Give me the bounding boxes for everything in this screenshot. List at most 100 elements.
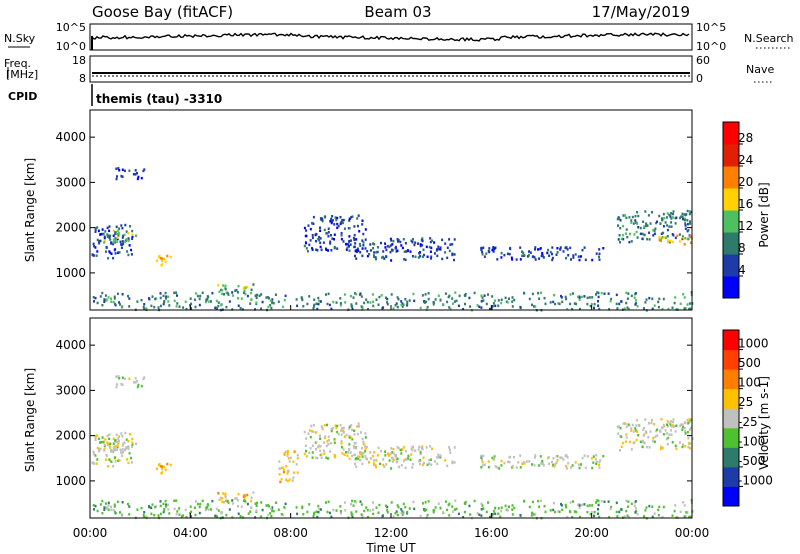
range-gate-cell (370, 457, 372, 460)
range-gate-cell (364, 247, 367, 250)
range-gate-cell (157, 306, 160, 309)
range-gate-cell (323, 436, 326, 440)
range-gate-cell (354, 462, 356, 466)
range-gate-cell (591, 258, 594, 262)
range-gate-cell (316, 307, 319, 311)
range-gate-cell (633, 233, 636, 236)
range-gate-cell (528, 460, 531, 463)
range-gate-cell (327, 457, 329, 460)
range-gate-cell (340, 221, 343, 224)
range-gate-cell (339, 505, 342, 508)
range-gate-cell (361, 223, 364, 226)
range-gate-cell (175, 305, 178, 308)
range-gate-cell (636, 236, 639, 239)
range-gate-cell (114, 510, 116, 514)
range-gate-cell (356, 250, 359, 254)
range-gate-cell (503, 461, 506, 465)
range-gate-cell (308, 243, 311, 247)
range-gate-cell (384, 296, 387, 299)
range-gate-cell (689, 307, 692, 310)
range-gate-cell (396, 457, 399, 460)
range-gate-cell (142, 377, 145, 381)
range-gate-cell (356, 247, 359, 250)
range-gate-cell (534, 454, 537, 457)
range-gate-cell (305, 449, 307, 453)
colorbar-segment (723, 276, 739, 299)
range-gate-cell (345, 243, 347, 246)
range-gate-cell (664, 221, 667, 224)
range-gate-cell (329, 450, 332, 453)
range-gate-cell (117, 251, 120, 254)
range-gate-cell (682, 501, 685, 504)
range-gate-cell (316, 515, 319, 519)
range-gate-cell (423, 301, 426, 304)
range-gate-cell (164, 291, 167, 295)
range-gate-cell (351, 307, 354, 311)
range-gate-cell (340, 429, 343, 432)
range-gate-cell (121, 293, 124, 296)
range-gate-cell (364, 228, 367, 231)
range-gate-cell (402, 303, 405, 306)
range-gate-cell (598, 515, 601, 519)
range-gate-cell (269, 304, 272, 307)
range-gate-cell (653, 512, 656, 515)
range-gate-cell (325, 501, 327, 504)
range-gate-cell (122, 450, 125, 454)
range-gate-cell (102, 232, 105, 236)
range-gate-cell (626, 306, 629, 309)
range-gate-cell (551, 246, 554, 249)
range-gate-cell (198, 303, 201, 307)
range-gate-cell (164, 260, 167, 264)
range-gate-cell (630, 427, 633, 430)
range-gate-cell (597, 300, 599, 303)
range-gate-cell (487, 249, 490, 253)
range-gate-cell (112, 446, 115, 449)
range-gate-cell (689, 220, 691, 223)
range-gate-cell (453, 253, 456, 256)
freq-right-label: Nave (746, 63, 774, 76)
range-gate-cell (487, 460, 490, 463)
range-gate-cell (511, 296, 514, 299)
range-gate-cell (500, 301, 503, 305)
range-gate-cell (118, 227, 121, 230)
range-gate-cell (453, 258, 455, 262)
range-gate-cell (210, 508, 212, 511)
range-gate-cell (586, 302, 589, 306)
range-gate-cell (122, 442, 125, 446)
range-gate-cell (127, 239, 130, 243)
range-gate-cell (622, 214, 625, 217)
range-gate-cell (549, 509, 552, 512)
range-gate-cell (619, 241, 621, 244)
range-gate-cell (344, 301, 347, 304)
range-gate-cell (580, 503, 583, 507)
range-gate-cell (106, 235, 109, 238)
colorbar-segment (723, 349, 739, 370)
range-gate-cell (211, 291, 214, 295)
range-gate-cell (109, 234, 112, 237)
range-gate-cell (317, 444, 320, 447)
range-gate-cell (634, 507, 637, 510)
range-gate-cell (207, 503, 210, 507)
range-gate-cell (107, 465, 110, 468)
range-gate-cell (198, 505, 201, 509)
range-gate-cell (676, 234, 679, 238)
range-gate-cell (573, 510, 576, 513)
range-gate-cell (353, 453, 356, 457)
range-gate-cell (491, 456, 494, 460)
range-gate-cell (342, 426, 345, 430)
range-gate-cell (402, 446, 405, 449)
range-gate-cell (231, 308, 234, 311)
range-gate-cell (619, 449, 621, 452)
range-gate-cell (542, 464, 545, 467)
range-gate-cell (108, 236, 111, 240)
range-gate-cell (103, 443, 106, 447)
range-gate-cell (131, 237, 134, 240)
range-gate-cell (609, 299, 612, 303)
range-gate-cell (306, 510, 309, 514)
range-gate-cell (376, 454, 379, 457)
range-gate-cell (597, 499, 600, 503)
range-gate-cell (127, 237, 130, 240)
range-gate-cell (425, 300, 427, 304)
